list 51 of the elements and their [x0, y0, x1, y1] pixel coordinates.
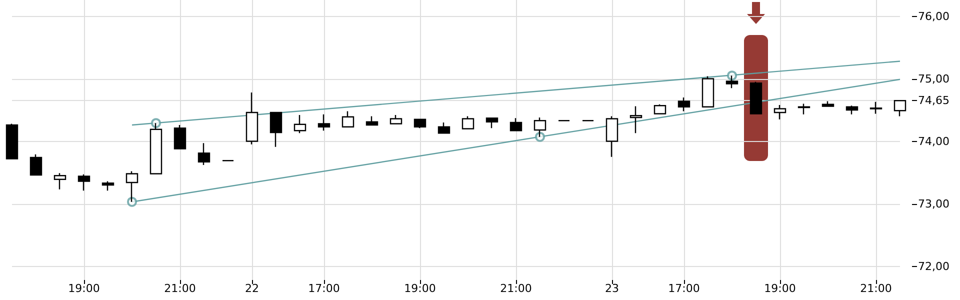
candlestick — [246, 92, 258, 145]
candlestick — [318, 114, 330, 132]
x-tick-label: 17:00 — [668, 282, 700, 295]
point — [535, 132, 545, 142]
candlestick — [342, 110, 354, 128]
candlestick — [510, 118, 522, 132]
candlestick — [270, 112, 282, 148]
x-tick-label: 21:00 — [500, 282, 532, 295]
candlestick — [774, 104, 786, 120]
x-tick-label: 17:00 — [308, 282, 340, 295]
candlestick — [486, 118, 498, 129]
y-tick-label: 74,00 — [918, 134, 950, 148]
y-tick-label: 75,00 — [918, 72, 950, 86]
candlestick — [798, 103, 810, 115]
point — [727, 70, 737, 81]
candlestick — [702, 76, 714, 108]
candlestick — [174, 124, 186, 150]
x-tick-label: 21:00 — [164, 282, 196, 295]
y-tick-label: 76,00 — [918, 10, 950, 23]
candlestick — [870, 101, 882, 114]
x-tick-label: 19:00 — [764, 282, 796, 295]
y-tick-label: 74,65 — [918, 94, 950, 108]
candlestick — [198, 142, 210, 166]
x-tick-label: 22 — [245, 282, 259, 295]
candlestick — [294, 114, 306, 134]
x-tick-label: 19:00 — [404, 282, 436, 295]
x-tick-label: 23 — [605, 282, 619, 295]
candlestick — [606, 116, 618, 158]
point — [151, 118, 161, 128]
y-tick-label: 72,00 — [918, 260, 950, 273]
candlestick — [438, 122, 450, 134]
candlestick — [30, 154, 42, 176]
point — [127, 196, 137, 207]
candlestick — [102, 180, 114, 192]
candlestick — [54, 172, 66, 190]
candlestick — [78, 174, 90, 192]
candlestick — [390, 114, 402, 124]
candlestick — [630, 106, 642, 134]
candlestick — [894, 100, 906, 117]
candlestick — [462, 116, 474, 130]
candlestick — [750, 81, 762, 114]
x-tick-label: 19:00 — [68, 282, 100, 295]
x-tick-label: 21:00 — [860, 282, 892, 295]
candlestick — [366, 116, 378, 126]
candlestick — [678, 96, 690, 112]
y-tick-label: 73,00 — [918, 197, 950, 210]
candlestick — [6, 123, 18, 160]
candlestick — [654, 104, 666, 114]
candlestick — [846, 105, 858, 115]
candlestick — [822, 100, 834, 107]
candlestick — [414, 118, 426, 129]
